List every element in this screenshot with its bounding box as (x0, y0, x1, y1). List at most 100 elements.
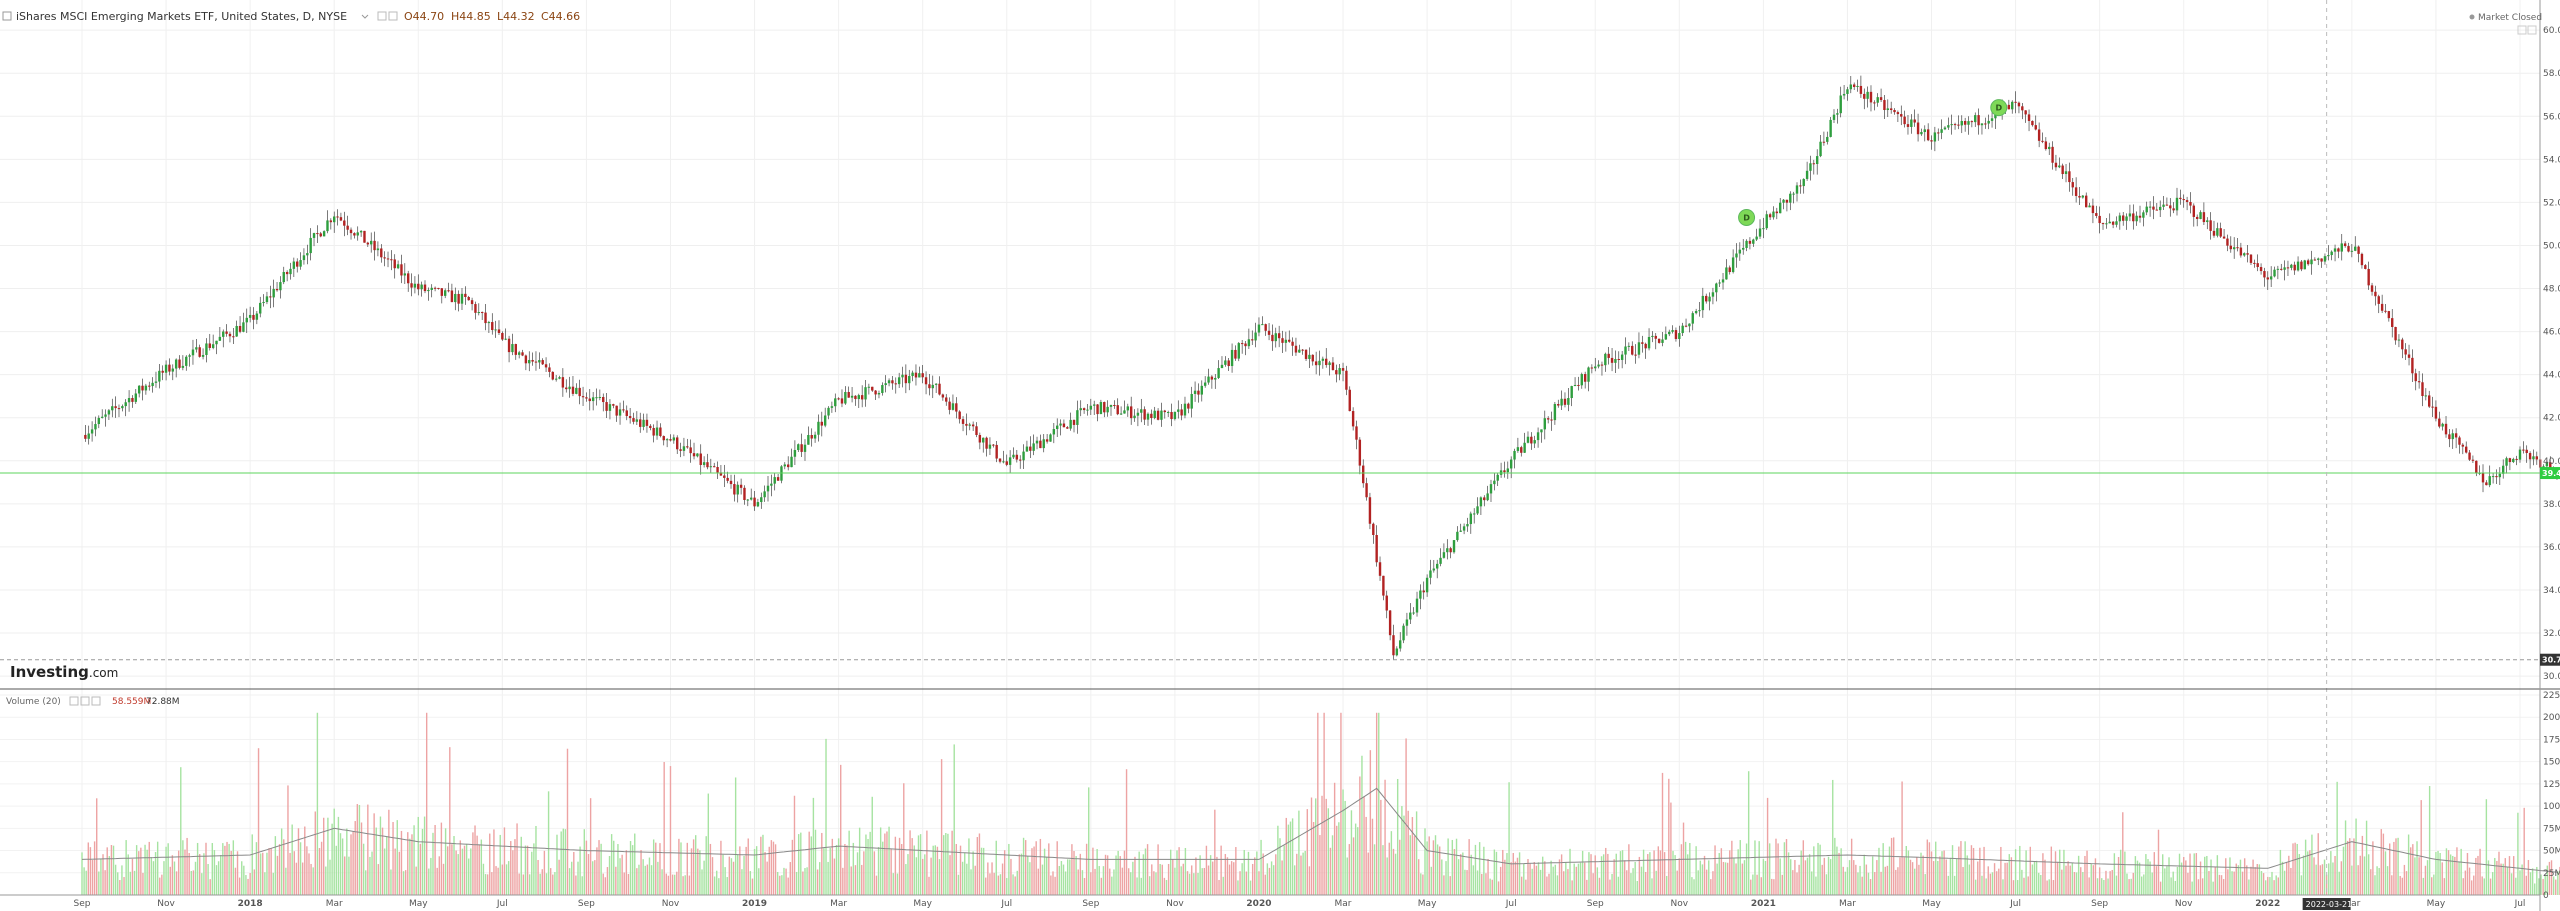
volume-bar (1636, 881, 1638, 895)
candle-body (1362, 465, 1365, 484)
settings-icon[interactable] (377, 11, 387, 21)
volume-bar (842, 867, 844, 895)
volume-bar (1291, 818, 1294, 895)
volume-bar (1575, 866, 1578, 895)
volume-bar (417, 816, 419, 895)
price-tick-label: 36.00 (2543, 543, 2560, 553)
candle-body (625, 410, 628, 417)
candle-body (538, 360, 541, 363)
volume-bar (1081, 870, 1084, 895)
volume-bar (1674, 855, 1676, 895)
candle-body (753, 497, 756, 507)
candle-body (1792, 193, 1795, 195)
volume-bar (100, 859, 102, 895)
volume-tick-label: 50M (2543, 847, 2560, 857)
chevron-down-icon[interactable] (361, 14, 369, 19)
candle-body (887, 380, 891, 384)
candle-body (662, 436, 665, 441)
dividend-marker-icon[interactable] (1990, 99, 2008, 117)
volume-bar (1237, 880, 1239, 895)
volume-bar (768, 846, 770, 895)
candle-body (948, 401, 951, 410)
visibility-icon[interactable] (388, 11, 398, 21)
volume-bar (1401, 806, 1403, 895)
volume-bar (1354, 823, 1357, 895)
volume-bar (1048, 843, 1050, 895)
volume-settings-icon[interactable] (80, 696, 90, 706)
volume-bar (2422, 877, 2425, 895)
volume-bar (581, 876, 583, 895)
volume-bar (980, 847, 983, 895)
volume-bar (1768, 843, 1771, 895)
candle-body (111, 406, 114, 411)
volume-bar (1409, 835, 1411, 895)
volume-bar (1350, 810, 1353, 895)
candle-body (1570, 386, 1573, 399)
volume-bar (1777, 843, 1779, 895)
pane-maximize-icon[interactable] (2517, 25, 2527, 35)
volume-bar (846, 845, 848, 895)
volume-bar (2136, 860, 2139, 895)
candle-body (565, 387, 568, 390)
volume-collapse-icon[interactable] (69, 696, 79, 706)
candle-body (1691, 313, 1694, 324)
volume-bar (797, 834, 800, 895)
candle-body (373, 240, 376, 251)
volume-bar (173, 861, 176, 895)
volume-bar (539, 873, 541, 895)
volume-bar (386, 836, 388, 895)
candle-body (1291, 341, 1294, 346)
time-axis[interactable]: Sep Nov 2018 Mar May Jul Sep Nov 2019 Mar May Jul Se… (74, 899, 2526, 909)
volume-bar (1672, 850, 1674, 895)
candle-body (1103, 402, 1106, 413)
volume-bar (2529, 872, 2532, 895)
volume-bar (2006, 862, 2008, 895)
volume-bar (1653, 850, 1655, 895)
candle-body (427, 289, 430, 292)
volume-bar (606, 867, 609, 895)
candle-body (386, 258, 390, 260)
dividend-marker-icon[interactable] (1738, 208, 1756, 226)
candle-body (161, 370, 164, 373)
volume-bar (459, 840, 462, 895)
volume-bar (2506, 867, 2509, 895)
candle-body (211, 344, 215, 348)
volume-bar (344, 856, 346, 895)
volume-axis[interactable]: 025M50M75M100M125M150M175M200M225M (2543, 691, 2560, 901)
volume-bar (1869, 879, 1872, 895)
volume-bar (913, 845, 915, 895)
volume-bar (1567, 869, 1569, 895)
dividend-markers[interactable]: DD (1738, 99, 2008, 226)
volume-bar (2340, 861, 2343, 895)
volume-bar (1914, 868, 1916, 895)
volume-bar (234, 867, 237, 895)
collapse-icon[interactable] (2, 11, 12, 21)
volume-bar (2367, 854, 2370, 895)
candle-body (1012, 454, 1015, 458)
volume-bar (1285, 817, 1287, 895)
volume-bar (1155, 872, 1157, 895)
volume-bar (1106, 855, 1109, 895)
volume-bar (337, 816, 340, 895)
price-axis[interactable]: 30.0032.0034.0036.0038.0040.0042.0044.00… (2543, 26, 2560, 682)
candle-body (1550, 419, 1553, 421)
volume-bar (1039, 838, 1042, 895)
candle-body (1937, 132, 1940, 134)
volume-bar (1041, 864, 1044, 895)
candle-body (443, 290, 447, 296)
price-tick-label: 50.00 (2543, 241, 2560, 251)
volume-visibility-icon[interactable] (91, 696, 101, 706)
volume-bar (1476, 870, 1479, 895)
volume-bar (2189, 853, 2191, 895)
time-tick-label: Sep (74, 899, 91, 909)
volume-bar (1846, 867, 1849, 895)
pane-restore-icon[interactable] (2527, 25, 2537, 35)
candle-body (1789, 193, 1792, 203)
candle-body (2219, 228, 2222, 237)
candle-body (501, 332, 504, 340)
volume-bar (2075, 872, 2078, 895)
candle-body (1402, 625, 1405, 641)
volume-bar (2311, 834, 2313, 895)
candle-body (1372, 523, 1375, 535)
